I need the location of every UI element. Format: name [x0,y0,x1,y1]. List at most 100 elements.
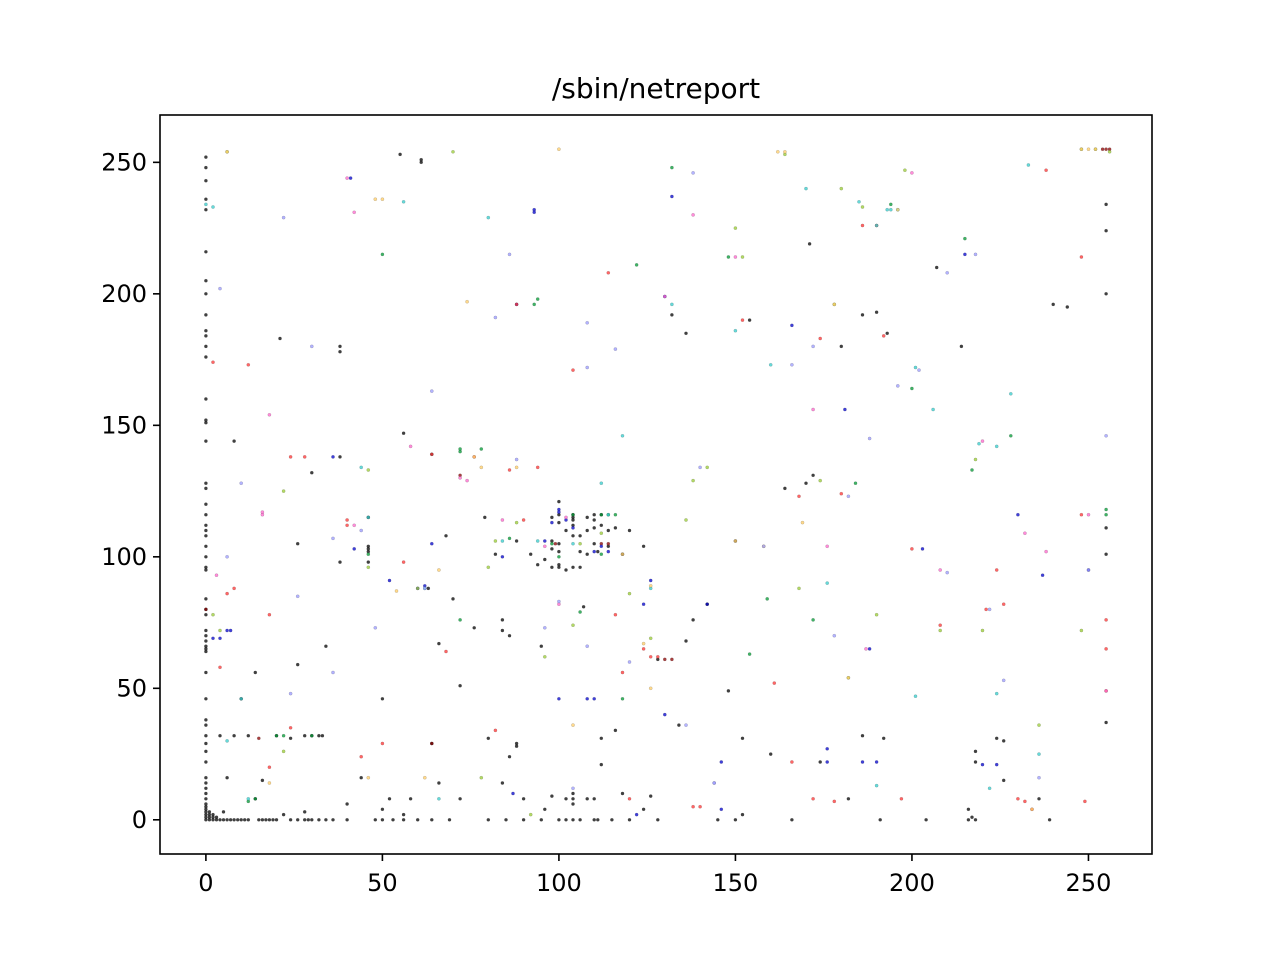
data-point [938,568,943,572]
data-point [204,512,208,517]
data-point [1104,689,1108,693]
data-point [596,818,600,822]
data-point [204,639,208,643]
data-point [970,468,974,472]
data-point [581,605,586,609]
data-point [204,523,208,528]
data-point [1104,618,1108,622]
data-point [253,797,258,801]
data-point [627,818,632,822]
data-point [691,213,695,217]
data-point [966,807,971,812]
data-point [585,365,590,370]
data-point [550,541,554,546]
data-point [543,557,547,562]
data-point [444,534,448,538]
data-point [507,754,512,759]
data-point [317,818,321,822]
data-point [204,786,208,791]
data-point [684,639,688,643]
data-point [302,818,307,822]
data-point [521,797,526,801]
data-point [599,762,604,767]
data-point [860,223,865,228]
data-point [211,612,215,617]
data-point [663,657,667,662]
data-point [931,407,935,412]
data-point [204,197,208,201]
data-point [663,294,667,299]
data-point [267,412,272,417]
data-point [260,778,265,783]
data-point [1009,433,1013,438]
data-point [557,549,561,554]
data-point [670,194,674,199]
data-point [207,810,212,814]
data-point [825,581,830,585]
data-point [256,818,261,822]
data-point [204,502,208,507]
data-point [557,499,561,504]
data-point [507,633,512,638]
data-point [331,818,335,822]
data-point [885,207,890,212]
data-point [874,223,879,228]
data-point [204,781,208,785]
data-point [592,818,597,822]
data-point [458,476,462,480]
data-point [846,676,851,680]
data-point [366,515,371,520]
data-point [380,697,385,701]
data-point [437,568,441,572]
data-point [592,697,597,701]
data-point [910,171,914,175]
data-point [1023,531,1027,536]
data-point [874,612,879,617]
data-point [726,255,731,259]
data-point [391,818,395,822]
data-point [479,447,484,451]
data-point [733,539,738,543]
data-point [557,507,561,512]
data-point [934,265,939,270]
data-point [857,199,861,204]
data-point [387,797,392,801]
data-point [670,165,674,170]
data-point [204,791,208,796]
data-point [232,586,236,591]
data-point [670,657,674,662]
data-point [705,602,710,607]
data-point [980,439,985,443]
data-point [557,818,561,822]
data-point [359,775,364,780]
data-point [486,736,491,741]
data-point [422,775,427,780]
data-point [557,599,561,604]
data-point [613,526,618,530]
data-point [543,807,547,812]
data-point [726,689,731,693]
data-point [458,683,462,688]
data-point [204,344,208,349]
data-point [733,255,738,259]
data-point [204,760,208,764]
data-point [309,818,314,822]
data-point [228,628,233,633]
data-point [867,436,872,441]
data-point [204,723,208,727]
data-point [864,647,868,651]
data-point [352,523,357,528]
data-point [705,465,710,470]
data-point [977,441,981,446]
data-point [1051,302,1055,307]
data-point [1001,778,1006,783]
data-point [648,636,653,641]
data-point [571,623,575,628]
data-point [204,278,208,283]
data-point [811,344,815,349]
data-point [324,818,328,822]
data-point [648,578,653,583]
data-point [832,633,837,638]
data-point [980,628,985,633]
